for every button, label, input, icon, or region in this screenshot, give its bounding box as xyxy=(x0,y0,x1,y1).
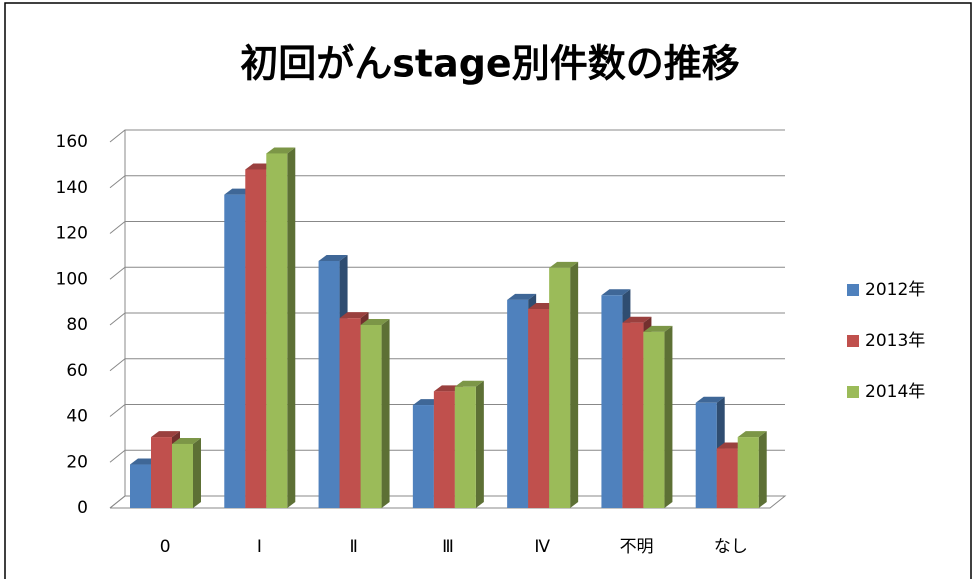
bar-face xyxy=(266,147,296,154)
bar xyxy=(643,325,673,508)
x-tick-label: Ⅱ xyxy=(350,537,358,557)
bar-face xyxy=(339,318,361,508)
bar-face xyxy=(318,254,348,261)
bar-face xyxy=(245,169,267,508)
bar-face xyxy=(622,322,644,508)
y-tick-label: 140 xyxy=(56,178,88,198)
bar-face xyxy=(433,391,455,508)
y-tick-label: 60 xyxy=(66,361,88,381)
bar-face xyxy=(695,396,725,403)
bar-face xyxy=(601,289,631,296)
bar-face xyxy=(454,386,476,508)
bar-face xyxy=(151,431,180,438)
bar-face xyxy=(601,295,623,508)
grid-line xyxy=(109,129,785,143)
x-tick-label: なし xyxy=(714,537,748,557)
bar-face xyxy=(224,194,246,509)
legend-swatch xyxy=(847,386,859,398)
chart-title: 初回がんstage別件数の推移 xyxy=(240,42,739,86)
bar-face xyxy=(716,448,738,508)
legend-label: 2013年 xyxy=(865,331,925,351)
y-tick-label: 100 xyxy=(56,269,88,289)
bar-face xyxy=(360,319,390,325)
bar-face xyxy=(549,261,579,268)
y-tick-label: 120 xyxy=(56,224,88,244)
y-tick-label: 0 xyxy=(77,498,88,518)
y-tick-label: 20 xyxy=(66,452,88,472)
x-tick-label: Ⅰ xyxy=(257,537,262,557)
legend-label: 2014年 xyxy=(865,382,925,402)
bar-face xyxy=(622,316,652,323)
bar-face xyxy=(528,308,550,508)
bar-face xyxy=(664,325,673,508)
bar-face xyxy=(172,443,193,508)
bar-face xyxy=(643,325,673,332)
x-tick-label: 不明 xyxy=(620,537,654,557)
bar-face xyxy=(151,437,172,508)
bar-face xyxy=(360,325,382,508)
bar-face xyxy=(193,437,201,508)
grid-line xyxy=(109,175,785,189)
x-tick-label: Ⅳ xyxy=(534,537,550,557)
bar-face xyxy=(381,319,390,508)
bar xyxy=(454,380,484,508)
y-tick-label: 40 xyxy=(66,407,88,427)
legend-swatch xyxy=(847,284,859,296)
bar xyxy=(737,431,767,508)
bar-face xyxy=(507,293,537,300)
grid-line xyxy=(109,221,785,234)
bar-face xyxy=(266,153,288,508)
bar-face xyxy=(507,299,529,508)
bar-face xyxy=(549,267,571,508)
bar-face xyxy=(570,261,579,508)
bar xyxy=(266,147,296,508)
legend-swatch xyxy=(847,335,859,347)
bar-face xyxy=(758,431,767,508)
bar-face xyxy=(130,464,151,508)
bar-face xyxy=(475,380,484,508)
bar-face xyxy=(737,431,767,438)
bar-face xyxy=(172,437,201,444)
bar xyxy=(360,319,390,508)
y-tick-label: 80 xyxy=(66,315,88,335)
bar-face xyxy=(412,405,434,508)
legend-label: 2012年 xyxy=(865,280,925,300)
x-tick-label: 0 xyxy=(160,537,171,557)
bar-face xyxy=(318,260,340,508)
y-tick-label: 160 xyxy=(56,132,88,152)
bar-face xyxy=(695,402,717,508)
bar-face xyxy=(287,147,296,508)
bar xyxy=(172,437,201,508)
x-tick-label: Ⅲ xyxy=(442,537,454,557)
bar-face xyxy=(643,331,665,508)
bar-face xyxy=(454,380,484,387)
bar-face xyxy=(339,312,369,319)
bar xyxy=(549,261,579,508)
bar-face xyxy=(737,437,759,508)
